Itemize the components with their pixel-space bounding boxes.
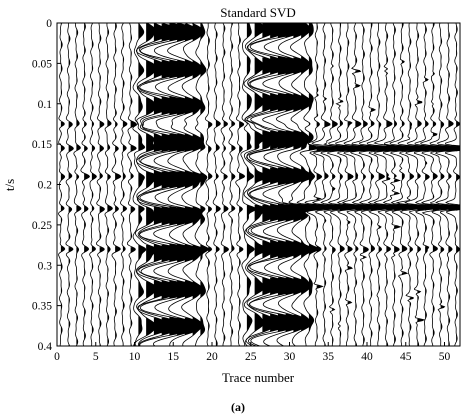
x-tick-label: 5 [93, 351, 99, 363]
trace-line [413, 23, 450, 346]
x-tick-label: 50 [439, 351, 451, 363]
y-tick-label: 0.4 [38, 341, 53, 353]
trace-line [288, 23, 331, 346]
x-tick-label: 0 [54, 351, 60, 363]
y-tick-label: 0.15 [32, 139, 52, 151]
y-tick-label: 0.1 [38, 99, 53, 111]
y-tick-label: 0.05 [32, 58, 52, 70]
trace-fill [138, 23, 146, 336]
trace-line [204, 23, 213, 346]
trace-line [220, 23, 229, 346]
y-axis-label: t/s [2, 179, 17, 191]
trace-fill [254, 23, 270, 332]
trace-fill [440, 32, 460, 346]
trace-line [296, 23, 337, 346]
trace-fill [347, 23, 374, 340]
x-tick-label: 30 [284, 351, 296, 363]
x-tick-label: 25 [245, 351, 257, 363]
trace-line [194, 23, 209, 346]
trace-line [65, 23, 74, 346]
trace-line [228, 23, 236, 346]
trace-fill [107, 28, 113, 346]
trace-line [366, 23, 405, 346]
trace-fill [394, 26, 419, 344]
y-tick-label: 0.2 [38, 180, 53, 192]
trace-line [349, 23, 391, 346]
trace-line [395, 23, 437, 346]
y-tick-label: 0 [46, 18, 52, 30]
trace-line [389, 23, 428, 346]
trace-line [382, 23, 419, 346]
trace-fill [200, 23, 209, 336]
trace-line [429, 23, 460, 346]
trace-line [212, 23, 221, 346]
trace-line [320, 23, 359, 346]
trace-line [335, 23, 375, 346]
trace-line [373, 23, 414, 346]
trace-fill [115, 23, 121, 340]
trace-line [80, 23, 90, 346]
trace-fill [316, 23, 340, 341]
x-tick-label: 10 [129, 351, 141, 363]
trace-fill [425, 26, 450, 343]
x-tick-label: 35 [323, 351, 335, 363]
figure-caption: (a) [231, 400, 245, 414]
trace-fill [192, 24, 206, 336]
trace-line [445, 23, 460, 346]
trace-line [126, 23, 137, 346]
trace-fill [448, 30, 460, 346]
trace-line [304, 23, 340, 346]
ticks-layer: 0 5 10 15 20 25 30 35 40 45 50 0 0.05 0.1 0.15 0.2 0.25 0… [32, 18, 451, 363]
trace-line [275, 23, 322, 346]
trace-fill [84, 23, 90, 340]
y-tick-label: 0.35 [32, 301, 52, 313]
trace-line [235, 23, 246, 346]
trace-line [89, 23, 97, 346]
x-tick-label: 45 [400, 351, 412, 363]
trace-line [96, 23, 105, 346]
trace-line [132, 23, 147, 346]
trace-line [243, 23, 270, 346]
trace-fill [301, 23, 330, 332]
trace-line [358, 23, 398, 346]
trace-fill [122, 23, 128, 346]
x-axis-label: Trace number [222, 370, 295, 385]
trace-line [73, 23, 82, 346]
trace-line [311, 23, 351, 346]
trace-line [120, 23, 128, 346]
trace-fill [146, 23, 160, 336]
trace-fill [417, 32, 444, 346]
trace-line [104, 23, 113, 346]
x-tick-label: 15 [168, 351, 180, 363]
trace-fill [246, 23, 256, 332]
x-tick-label: 40 [361, 351, 373, 363]
trace-line [419, 23, 460, 346]
y-tick-label: 0.3 [38, 260, 53, 272]
y-tick-label: 0.25 [32, 220, 52, 232]
trace-fill [456, 25, 460, 343]
trace-line [341, 23, 384, 346]
trace-fill [208, 23, 213, 346]
traces-layer [58, 23, 460, 346]
trace-line [244, 23, 282, 346]
trace-line [434, 23, 460, 346]
trace-fill [401, 23, 428, 338]
trace-line [111, 23, 122, 346]
chart-title: Standard SVD [220, 5, 295, 20]
trace-line [404, 23, 444, 346]
trace-line [240, 23, 257, 346]
trace-line [326, 23, 367, 346]
x-tick-label: 20 [206, 351, 218, 363]
